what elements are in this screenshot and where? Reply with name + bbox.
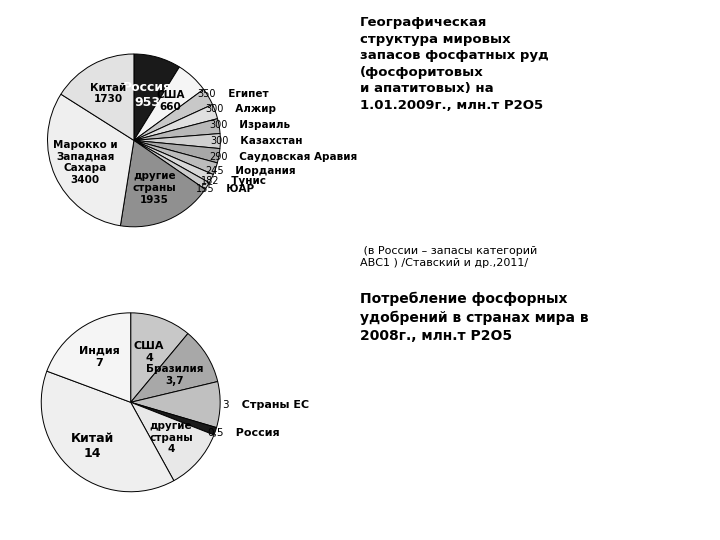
Wedge shape [134, 140, 210, 190]
Wedge shape [47, 313, 131, 402]
Text: ЮАР: ЮАР [220, 184, 254, 194]
Wedge shape [134, 67, 204, 140]
Text: 0,5: 0,5 [207, 428, 224, 438]
Wedge shape [131, 334, 217, 402]
Wedge shape [131, 402, 217, 435]
Text: США
4: США 4 [134, 341, 164, 363]
Wedge shape [134, 140, 213, 183]
Text: 155: 155 [197, 184, 215, 194]
Text: США
660: США 660 [156, 90, 184, 112]
Text: Иордания: Иордания [228, 166, 296, 176]
Wedge shape [134, 89, 212, 140]
Text: Россия: Россия [228, 428, 280, 438]
Wedge shape [134, 140, 217, 174]
Wedge shape [134, 119, 220, 140]
Text: 300: 300 [210, 120, 228, 130]
Wedge shape [134, 133, 220, 148]
Wedge shape [131, 313, 188, 402]
Wedge shape [48, 94, 134, 226]
Wedge shape [134, 140, 220, 163]
Text: 182: 182 [201, 177, 220, 186]
Text: Страны ЕС: Страны ЕС [233, 400, 309, 410]
Text: другие
страны
4: другие страны 4 [149, 421, 193, 454]
Wedge shape [134, 54, 179, 140]
Text: 300: 300 [210, 136, 229, 146]
Text: 290: 290 [209, 152, 228, 162]
Text: 300: 300 [205, 104, 224, 114]
Text: Саудовская Аравия: Саудовская Аравия [232, 152, 357, 162]
Text: Тунис: Тунис [224, 177, 266, 186]
Text: Бразилия
3,7: Бразилия 3,7 [146, 364, 204, 386]
Text: Марокко и
Западная
Сахара
3400: Марокко и Западная Сахара 3400 [53, 140, 117, 185]
Text: Алжир: Алжир [228, 104, 276, 114]
Text: Китай
1730: Китай 1730 [90, 83, 126, 104]
Wedge shape [61, 54, 134, 140]
Text: Индия
7: Индия 7 [78, 346, 120, 368]
Text: 3: 3 [222, 400, 229, 410]
Wedge shape [131, 382, 220, 428]
Text: Географическая
структура мировых
запасов фосфатных руд
(фосфоритовых
и апатитовы: Географическая структура мировых запасов… [360, 16, 549, 112]
Wedge shape [41, 371, 174, 492]
Text: другие
страны
1935: другие страны 1935 [132, 171, 176, 205]
Wedge shape [131, 402, 214, 481]
Text: Россия
953: Россия 953 [122, 80, 171, 109]
Text: 350: 350 [198, 89, 216, 99]
Wedge shape [120, 140, 205, 227]
Wedge shape [134, 104, 217, 140]
Text: Китай
14: Китай 14 [71, 433, 114, 460]
Text: Израиль: Израиль [232, 120, 290, 130]
Text: Казахстан: Казахстан [233, 136, 303, 146]
Text: Потребление фосфорных
удобрений в странах мира в
2008г., млн.т Р2О5: Потребление фосфорных удобрений в страна… [360, 292, 589, 343]
Text: 245: 245 [205, 166, 224, 176]
Text: Египет: Египет [220, 89, 268, 99]
Text: (в России – запасы категорий
АВС1 ) /Ставский и др.,2011/: (в России – запасы категорий АВС1 ) /Ста… [360, 246, 537, 268]
